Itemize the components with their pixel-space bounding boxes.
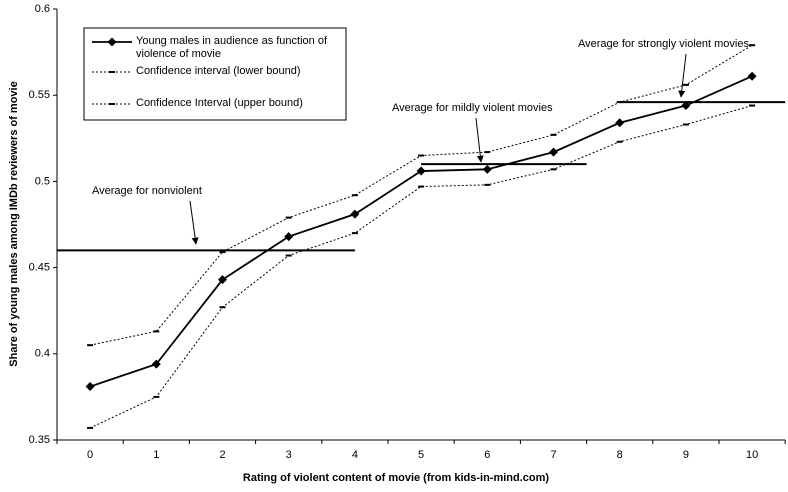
y-tick-label: 0.4: [35, 348, 50, 360]
point: [418, 154, 425, 157]
legend-label: Confidence interval (lower bound): [136, 65, 301, 77]
x-tick-label: 6: [484, 449, 490, 461]
x-tick-label: 1: [153, 449, 159, 461]
annotation-arrow: [475, 117, 484, 163]
point: [482, 164, 492, 174]
point: [615, 118, 625, 128]
point: [153, 395, 160, 398]
point: [351, 194, 358, 197]
y-tick-label: 0.5: [35, 175, 50, 187]
point: [484, 183, 491, 186]
point: [87, 426, 94, 429]
point: [153, 330, 160, 333]
point: [219, 251, 226, 254]
point: [284, 232, 294, 242]
point: [350, 209, 360, 219]
x-tick-label: 5: [418, 449, 424, 461]
point: [218, 275, 227, 285]
point: [351, 232, 358, 235]
y-tick-label: 0.6: [35, 3, 50, 15]
point: [416, 166, 426, 176]
legend-label: Confidence Interval (upper bound): [136, 97, 303, 109]
point: [285, 216, 292, 219]
point: [616, 140, 623, 143]
x-tick-label: 7: [550, 449, 556, 461]
x-tick-label: 4: [352, 449, 358, 461]
x-tick-label: 8: [617, 449, 623, 461]
annotation: Average for mildly violent movies: [392, 102, 553, 114]
x-tick-label: 0: [87, 449, 93, 461]
point: [85, 382, 95, 392]
annotation-arrow: [189, 200, 199, 245]
point: [749, 44, 756, 47]
point: [747, 71, 757, 81]
point: [549, 147, 558, 157]
point: [682, 123, 689, 126]
legend-entry: Confidence Interval (upper bound): [136, 97, 303, 109]
legend-marker: [109, 103, 115, 105]
point: [87, 344, 94, 347]
annotation: Average for nonviolent: [92, 185, 202, 197]
point: [681, 101, 691, 111]
point: [550, 168, 557, 171]
point: [616, 101, 623, 104]
point: [219, 306, 226, 309]
legend-marker: [107, 37, 117, 47]
point: [749, 104, 756, 107]
legend-marker: [109, 71, 115, 73]
annotation: Average for strongly violent movies: [578, 38, 749, 50]
point: [285, 254, 292, 257]
point: [151, 359, 161, 369]
point: [550, 133, 557, 136]
point: [418, 185, 425, 188]
point: [484, 151, 491, 154]
legend-label: Young males in audience as function of v…: [136, 35, 328, 60]
legend-box: [83, 27, 347, 121]
legend-entry: Confidence interval (lower bound): [136, 65, 301, 77]
y-axis-title: Share of young males among IMDb reviewer…: [8, 81, 20, 366]
series-line: [89, 105, 753, 429]
annotation-arrow: [678, 53, 687, 98]
y-tick-label: 0.45: [29, 262, 50, 274]
legend-entry: Young males in audience as function of v…: [136, 35, 328, 60]
y-tick-label: 0.35: [29, 434, 50, 446]
x-axis-title: Rating of violent content of movie (from…: [243, 472, 550, 484]
x-tick-label: 10: [746, 449, 758, 461]
x-tick-label: 3: [286, 449, 292, 461]
y-tick-label: 0.55: [29, 89, 50, 101]
x-tick-label: 2: [219, 449, 225, 461]
x-tick-label: 9: [683, 449, 689, 461]
point: [682, 83, 689, 86]
